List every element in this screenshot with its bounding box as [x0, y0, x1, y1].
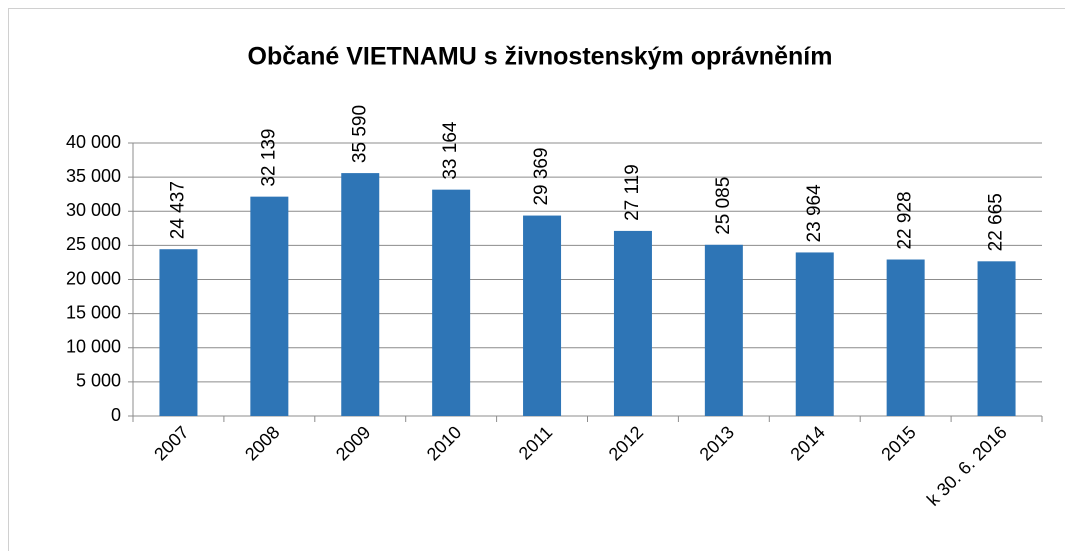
y-tick-label: 20 000 [66, 268, 121, 288]
y-tick-label: 40 000 [66, 132, 121, 152]
value-label: 22 665 [986, 193, 1007, 251]
bar [704, 244, 743, 416]
bar [886, 259, 925, 416]
bar [795, 252, 834, 416]
bar [159, 249, 198, 416]
value-label: 32 139 [258, 129, 279, 187]
value-label: 27 119 [622, 164, 643, 221]
y-tick-label: 5 000 [76, 371, 121, 391]
value-label: 23 964 [804, 184, 825, 243]
bar [250, 196, 289, 416]
y-tick-label: 15 000 [66, 302, 121, 322]
y-tick-label: 30 000 [66, 200, 121, 220]
bar [523, 215, 562, 416]
bar [977, 261, 1016, 416]
bar [432, 189, 471, 416]
value-label: 29 369 [531, 147, 552, 205]
y-tick-label: 35 000 [66, 166, 121, 186]
y-tick-label: 10 000 [66, 337, 121, 357]
value-label: 33 164 [440, 121, 461, 180]
value-label: 25 085 [713, 177, 734, 235]
y-tick-label: 0 [111, 405, 121, 425]
bar [613, 230, 652, 416]
value-label: 24 437 [167, 181, 188, 239]
y-tick-label: 25 000 [66, 234, 121, 254]
value-label: 35 590 [349, 105, 370, 163]
chart-title: Občané VIETNAMU s živnostenským oprávněn… [248, 43, 833, 71]
bar [341, 173, 380, 416]
value-label: 22 928 [895, 191, 916, 249]
